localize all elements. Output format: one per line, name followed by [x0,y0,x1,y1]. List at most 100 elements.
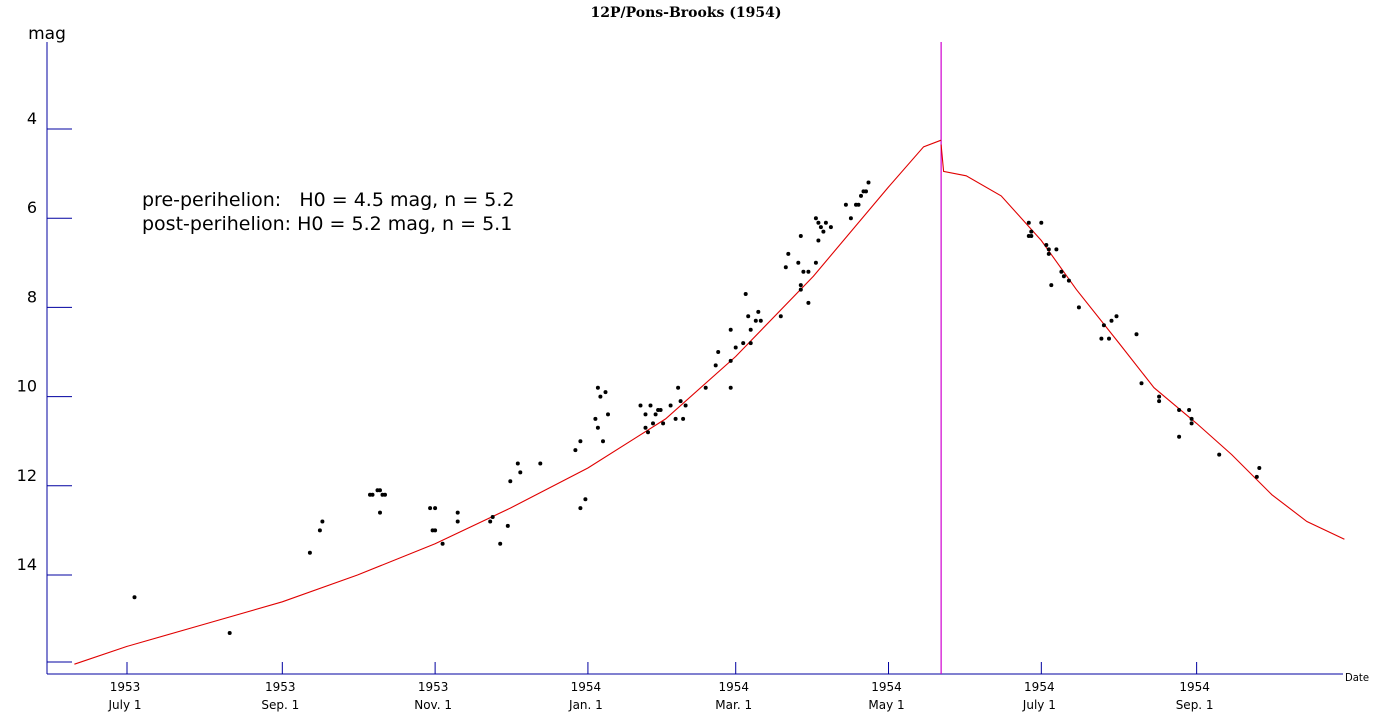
data-point [653,412,658,417]
data-point [1217,452,1222,457]
data-point [595,425,600,430]
observation-points [132,180,1262,635]
data-point [1029,229,1034,234]
data-point [813,260,818,265]
data-point [728,327,733,332]
data-point [813,216,818,221]
data-point [728,358,733,363]
x-tick-year: 1954 [1024,680,1055,694]
data-point [806,269,811,274]
data-point [818,225,823,230]
post-perihelion-annotation: post-perihelion: H0 = 5.2 mag, n = 5.1 [142,213,512,235]
data-point [651,421,655,426]
data-point [683,403,688,408]
data-point [848,216,853,221]
data-point [733,345,738,350]
data-point [716,350,721,354]
data-point [843,202,848,207]
data-point [798,234,803,238]
data-point [678,399,683,404]
x-tick-year: 1953 [418,680,449,694]
x-axis-label: Date [1345,671,1369,684]
data-point [758,318,763,323]
data-point [1039,220,1044,225]
data-point [1157,394,1162,399]
data-point [1177,434,1182,439]
data-point [606,412,610,417]
data-point [816,238,821,243]
data-point [1061,274,1066,279]
data-point [823,220,828,225]
data-point [1054,247,1059,252]
data-point [859,193,863,198]
data-point [538,461,543,466]
data-point [661,421,666,426]
data-point [668,403,673,408]
y-tick-label: 8 [27,287,37,306]
axes: 4 6 8 10 12 14 1953 July 1 1953 Sep. 1 1953 Nov. 1 1… [17,42,1343,712]
data-point [783,265,788,270]
data-point [593,416,598,421]
data-point [383,492,387,497]
x-tick-label: Sep. 1 [1176,698,1214,712]
data-point [1254,474,1259,479]
data-point [498,541,503,546]
data-point [1076,305,1081,310]
chart-title: 12P/Pons-Brooks (1954) [590,5,781,21]
data-point [748,327,753,332]
pre-perihelion-annotation: pre-perihelion: H0 = 4.5 mag, n = 5.2 [142,189,515,211]
data-point [821,229,826,234]
data-point [786,251,791,256]
data-point [681,416,686,421]
data-point [595,385,600,390]
data-point [748,341,753,346]
x-tick-label: July 1 [1022,698,1056,712]
data-point [490,515,495,519]
data-point [743,292,748,296]
x-tick-label: Sep. 1 [261,698,299,712]
model-line [940,144,1345,540]
data-point [1139,381,1144,386]
data-point [801,269,806,274]
data-point [728,385,733,390]
data-point [1059,269,1064,274]
data-point [676,385,681,390]
x-tick-year: 1954 [871,680,902,694]
data-point [601,439,605,444]
data-point [1177,408,1182,412]
data-point [703,385,708,390]
data-point [1109,318,1114,323]
x-tick-label: Mar. 1 [715,698,752,712]
data-point [1066,278,1071,283]
x-tick-year: 1954 [571,680,602,694]
data-point [598,394,603,399]
data-point [1029,234,1034,238]
x-tick-year: 1953 [110,680,141,694]
x-tick-label: May 1 [868,698,904,712]
y-axis-label: mag [28,24,66,44]
data-point [643,425,648,430]
data-point [320,519,325,524]
data-point [756,309,761,314]
data-point [488,519,493,524]
data-point [227,631,232,635]
data-point [1049,283,1054,288]
data-point [578,506,583,511]
data-point [573,448,578,453]
model-line [74,139,942,665]
data-point [505,523,510,528]
data-point [455,510,460,515]
data-point [1101,323,1106,328]
data-point [741,341,746,346]
data-point [433,506,438,511]
data-point [866,180,871,185]
data-point [816,220,821,225]
data-point [1134,332,1139,337]
y-tick-label: 10 [17,377,37,396]
data-point [643,412,648,417]
data-point [1189,421,1194,426]
annotations: pre-perihelion: H0 = 4.5 mag, n = 5.2 po… [142,189,515,235]
data-point [1026,220,1031,225]
data-point [132,595,137,600]
